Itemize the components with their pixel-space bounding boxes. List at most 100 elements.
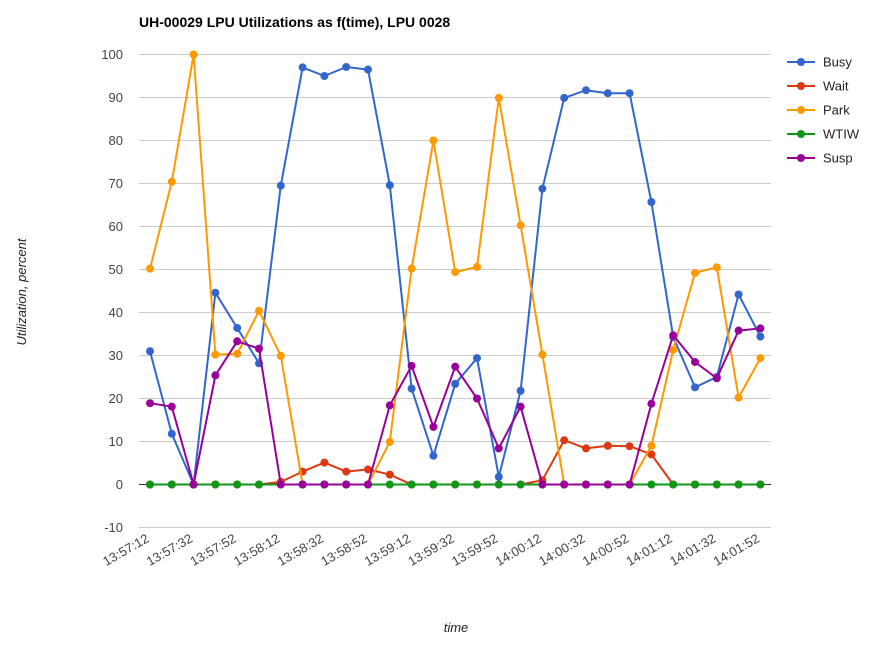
y-axis-title: Utilization, percent [14, 237, 29, 345]
data-point-park [734, 393, 743, 402]
legend-marker-park [797, 106, 805, 114]
y-tick-label: 50 [109, 262, 123, 277]
data-point-park [712, 263, 721, 272]
data-point-park [189, 50, 198, 59]
legend-label-susp: Susp [823, 151, 853, 166]
data-point-park [647, 441, 656, 450]
y-tick-label: 0 [116, 477, 123, 492]
data-point-susp [407, 361, 416, 370]
data-point-wtiw [669, 480, 678, 489]
data-point-busy [473, 354, 481, 363]
data-point-park [756, 354, 765, 363]
data-point-busy [603, 89, 612, 98]
series-line-wait [150, 439, 761, 486]
data-point-susp [712, 374, 721, 383]
x-tick-label: 13:58:52 [318, 531, 369, 569]
data-point-wtiw [407, 480, 416, 489]
data-point-susp [429, 422, 438, 431]
x-tick-label: 14:00:12 [493, 531, 544, 569]
x-axis-title: time [444, 620, 469, 635]
data-point-park [538, 350, 547, 359]
data-point-susp [691, 357, 699, 366]
data-point-wtiw [167, 480, 176, 489]
legend-item-busy: Busy [787, 55, 852, 70]
data-point-wtiw [429, 480, 438, 489]
x-tick-label: 13:57:32 [144, 531, 195, 569]
data-point-wtiw [734, 480, 743, 489]
data-point-park [494, 93, 503, 102]
data-point-busy [734, 290, 743, 299]
data-point-wait [625, 442, 634, 451]
legend: Busy Wait Park WTIW Susp [787, 55, 860, 166]
x-tick-label: 14:00:32 [536, 531, 587, 569]
y-tick-label: 90 [109, 90, 123, 105]
data-point-wtiw [647, 480, 656, 489]
data-point-susp [167, 402, 176, 411]
y-tick-label: 60 [109, 219, 123, 234]
data-point-susp [734, 326, 743, 335]
x-tick-label: 13:57:12 [100, 531, 151, 569]
data-point-busy [560, 93, 569, 102]
data-point-wtiw [451, 480, 460, 489]
data-point-park [276, 351, 285, 360]
data-point-wtiw [146, 480, 154, 489]
data-point-busy [298, 63, 307, 72]
data-point-wtiw [255, 480, 263, 489]
legend-label-wtiw: WTIW [823, 127, 860, 142]
data-point-park [385, 437, 394, 446]
data-point-susp [211, 371, 220, 380]
data-point-susp [494, 444, 503, 453]
data-point-wait [320, 458, 329, 467]
x-tick-label: 13:57:52 [187, 531, 238, 569]
legend-item-wtiw: WTIW [787, 127, 860, 142]
data-point-susp [320, 480, 329, 489]
data-point-park [211, 350, 220, 359]
data-point-busy [146, 347, 154, 356]
data-point-busy [320, 72, 329, 80]
data-point-busy [429, 451, 438, 460]
data-point-park [691, 268, 699, 277]
legend-label-busy: Busy [823, 55, 852, 70]
data-point-susp [516, 402, 525, 411]
data-point-wait [560, 436, 569, 445]
data-point-busy [756, 332, 765, 341]
y-tick-label: 10 [109, 434, 123, 449]
gridlines [139, 54, 771, 528]
data-point-busy [582, 86, 590, 95]
data-point-wtiw [233, 480, 242, 489]
data-point-park [167, 177, 176, 186]
data-point-park [516, 221, 525, 230]
x-tick-label: 13:59:52 [449, 531, 500, 569]
y-axis-ticks: -10 0 10 20 30 40 50 60 70 80 90 100 [101, 47, 123, 535]
x-tick-label: 13:59:12 [362, 531, 413, 569]
data-point-busy [625, 89, 634, 98]
series-line-susp [149, 327, 761, 486]
legend-marker-wtiw [797, 130, 805, 138]
data-point-wait [342, 467, 351, 476]
legend-item-wait: Wait [787, 79, 849, 94]
data-point-wtiw [494, 480, 503, 489]
data-point-park [451, 268, 460, 277]
data-point-susp [189, 480, 198, 489]
data-point-susp [298, 480, 307, 489]
data-point-susp [255, 344, 263, 353]
data-point-wtiw [712, 480, 721, 489]
data-point-busy [407, 384, 416, 393]
y-tick-label: 30 [109, 348, 123, 363]
data-point-susp [146, 399, 154, 408]
data-point-park [473, 262, 481, 271]
data-point-susp [603, 480, 612, 489]
data-point-susp [342, 480, 351, 489]
series-wtiw [146, 480, 765, 489]
legend-item-park: Park [787, 103, 850, 118]
series-susp [146, 324, 765, 489]
y-tick-label: 70 [109, 176, 123, 191]
x-tick-label: 14:01:52 [711, 531, 762, 569]
data-point-busy [211, 288, 220, 297]
data-point-wait [385, 470, 394, 479]
data-point-susp [647, 399, 656, 408]
legend-marker-wait [797, 82, 805, 90]
data-point-busy [691, 383, 699, 392]
y-tick-label: 80 [109, 133, 123, 148]
